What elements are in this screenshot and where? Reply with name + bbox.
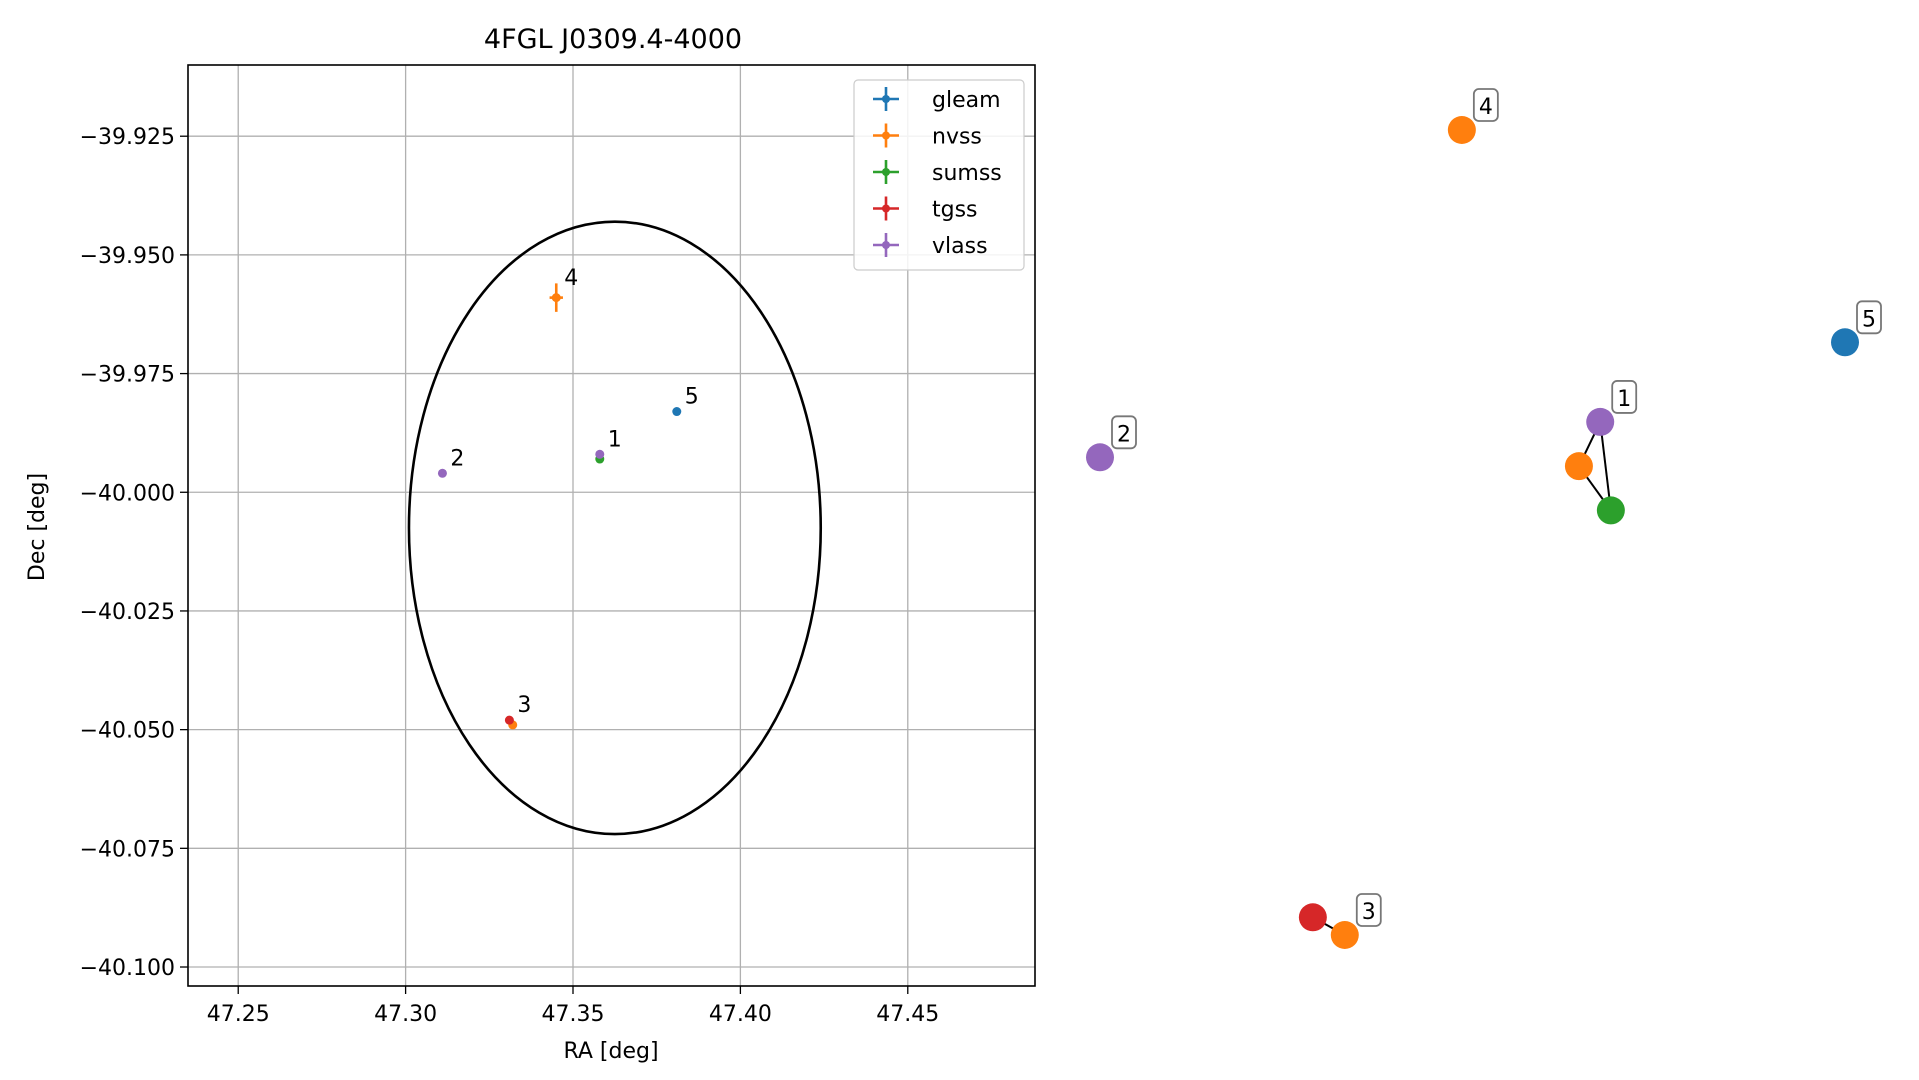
x-tick-label: 47.40 — [709, 1002, 772, 1027]
point-annotation: 1 — [608, 427, 622, 452]
legend-label: tgss — [932, 198, 978, 223]
network-node — [1447, 116, 1476, 144]
x-axis-label: RA [deg] — [563, 1039, 658, 1064]
network-node — [1586, 407, 1615, 436]
uncertainty-ellipse — [407, 220, 823, 836]
data-points — [437, 283, 682, 730]
y-tick-label: −40.075 — [80, 837, 175, 862]
x-tick-label: 47.35 — [542, 1002, 605, 1027]
x-tick-label: 47.30 — [374, 1002, 437, 1027]
y-tick-label: −39.950 — [80, 244, 175, 269]
network-node — [1831, 328, 1859, 357]
legend-marker — [882, 241, 890, 249]
y-axis-label: Dec [deg] — [25, 473, 50, 581]
network-label: 4 — [1479, 95, 1493, 120]
legend-box — [853, 79, 1025, 271]
network-label: 3 — [1362, 900, 1376, 925]
network-label-box — [1856, 300, 1882, 335]
legend-marker — [882, 95, 890, 103]
network-node — [1330, 921, 1359, 949]
legend-marker — [882, 131, 890, 140]
legend-label: gleam — [932, 88, 1001, 113]
network-label-box — [1611, 380, 1638, 414]
point-annotation: 2 — [450, 446, 464, 471]
legend: gleam nvss sumss tgss vlass — [853, 79, 1025, 271]
data-point-vlass — [595, 449, 605, 459]
legend-marker — [882, 204, 890, 213]
point-annotation: 5 — [685, 385, 699, 410]
network-label-box — [1472, 88, 1499, 122]
plot-frame — [187, 64, 1036, 987]
network-node — [1086, 443, 1114, 472]
network-edges — [1312, 421, 1612, 936]
y-tick-label: −39.975 — [80, 363, 175, 388]
x-axis-ticks: 47.25 47.30 47.35 47.40 47.45 — [207, 986, 939, 1027]
network-panel: 1 2 3 4 5 — [1086, 88, 1882, 949]
x-tick-label: 47.45 — [876, 1002, 939, 1027]
network-label-box — [1355, 893, 1382, 927]
legend-entries: gleam nvss sumss tgss vlass — [873, 87, 1002, 259]
y-axis-ticks: −39.925 −39.950 −39.975 −40.000 −40.025 −40.0… — [80, 125, 188, 981]
network-labels: 1 2 3 4 5 — [1111, 88, 1882, 927]
network-nodes — [1086, 116, 1859, 949]
legend-label: vlass — [932, 234, 988, 259]
grid-lines — [188, 65, 1035, 986]
x-tick-label: 47.25 — [207, 1002, 270, 1027]
point-annotation: 4 — [564, 266, 578, 291]
y-tick-label: −40.000 — [80, 481, 175, 506]
y-tick-label: −40.100 — [80, 956, 175, 981]
y-tick-label: −40.050 — [80, 719, 175, 744]
data-point-nvss — [551, 293, 561, 303]
network-edge — [1599, 421, 1612, 511]
legend-label: nvss — [932, 125, 982, 150]
network-label-box — [1111, 415, 1137, 450]
network-node — [1596, 496, 1625, 525]
data-point-vlass — [437, 468, 447, 478]
chart-title: 4FGL J0309.4-4000 — [484, 24, 742, 55]
network-label: 1 — [1617, 387, 1631, 412]
data-point-gleam — [672, 407, 682, 417]
point-annotation: 3 — [517, 693, 531, 718]
network-node — [1564, 452, 1593, 481]
point-annotations: 1 2 3 4 5 — [450, 266, 698, 718]
legend-marker — [882, 168, 890, 176]
network-label: 2 — [1117, 422, 1131, 447]
ellipse-layer — [407, 220, 823, 836]
y-tick-label: −40.025 — [80, 600, 175, 625]
network-label: 5 — [1862, 307, 1876, 332]
network-node — [1298, 903, 1327, 932]
data-point-tgss — [504, 715, 514, 725]
y-tick-label: −39.925 — [80, 125, 175, 150]
legend-label: sumss — [932, 161, 1002, 186]
